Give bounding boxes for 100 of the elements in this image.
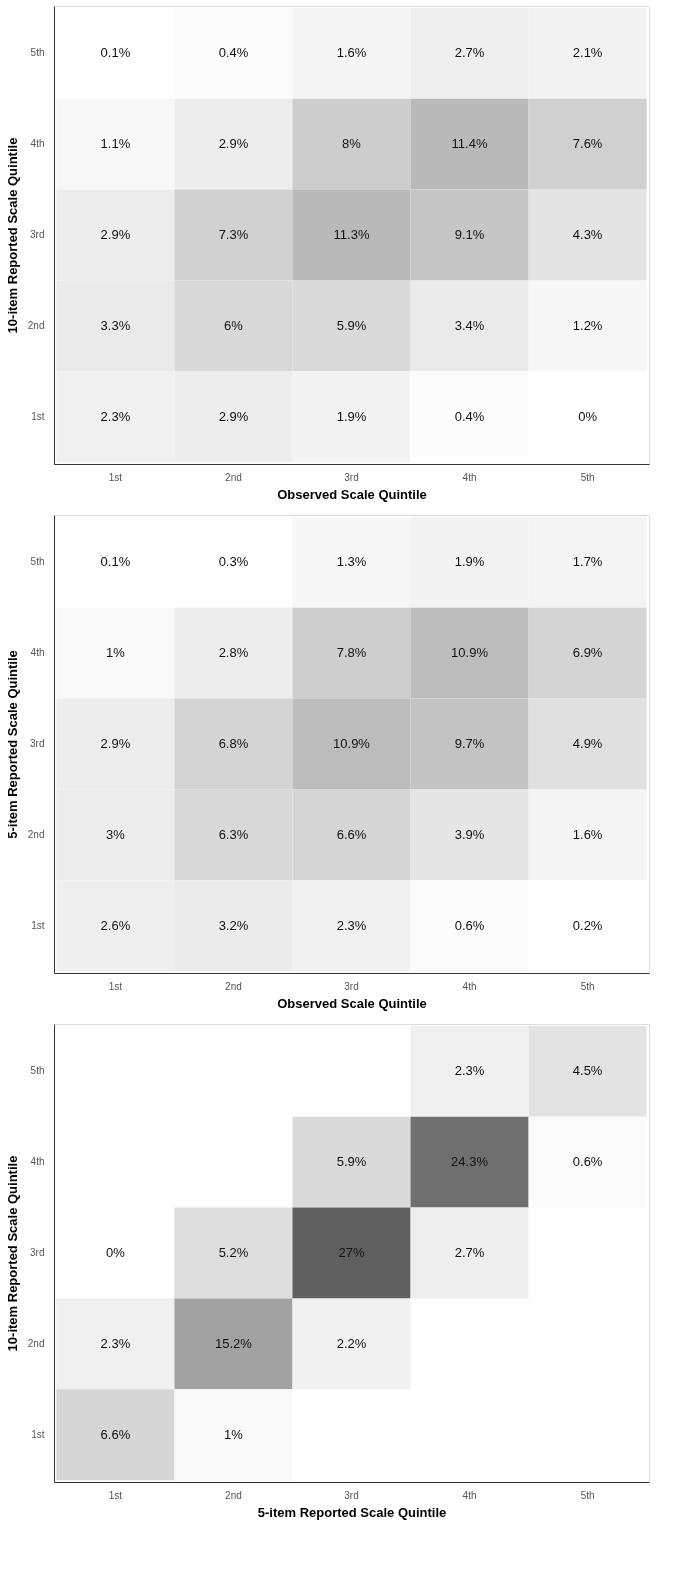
data-label: 1.9% (454, 554, 485, 570)
data-label: 3% (105, 826, 126, 842)
data-label: 3.3% (100, 317, 131, 333)
y-tick-label: 4th (30, 138, 45, 150)
data-label: 2.7% (454, 1245, 485, 1260)
x-tick-label: 2nd (225, 1489, 242, 1501)
data-label: 6.3% (218, 826, 249, 842)
x-tick-label: 2nd (225, 980, 242, 992)
data-label: 2.3% (100, 408, 131, 424)
x-tick-label: 4th (462, 980, 477, 992)
data-label: 0.3% (218, 554, 249, 570)
data-label: 2.9% (100, 736, 131, 751)
data-label: 9.7% (454, 736, 485, 751)
y-tick-label: 2nd (27, 319, 45, 331)
y-tick-label: 4th (30, 647, 45, 659)
x-tick-label: 2nd (225, 471, 242, 483)
data-label: 15.2% (215, 1335, 253, 1351)
data-label: 1% (224, 1426, 244, 1442)
y-tick-label: 2nd (27, 1337, 45, 1349)
data-label: 3.2% (218, 917, 249, 933)
data-label: 1.2% (572, 317, 603, 333)
data-label: 6.8% (218, 736, 249, 751)
data-label: 7.3% (218, 227, 249, 242)
data-label: 2.9% (218, 408, 249, 424)
y-axis-title: 5-item Reported Scale Quintile (4, 650, 20, 839)
data-label: 27% (338, 1245, 365, 1260)
data-label: 0.6% (572, 1154, 603, 1170)
data-label: 0.6% (454, 917, 485, 933)
x-tick-label: 4th (462, 1489, 477, 1501)
data-label: 0.1% (100, 45, 131, 61)
data-label: 7.6% (572, 136, 603, 152)
data-label: 1% (105, 645, 126, 661)
x-tick-label: 1st (108, 1489, 123, 1501)
data-label: 2.8% (218, 645, 249, 661)
data-label: 1.6% (572, 826, 603, 842)
data-label: 2.3% (336, 917, 367, 933)
data-label: 0% (105, 1245, 126, 1260)
data-label: 0.4% (218, 45, 249, 61)
data-label: 24.3% (451, 1154, 489, 1170)
data-label: 1.6% (336, 45, 367, 61)
x-tick-label: 5th (580, 980, 595, 992)
data-label: 6.9% (572, 645, 603, 661)
y-tick-label: 5th (30, 47, 45, 59)
x-tick-label: 1st (108, 471, 123, 483)
y-tick-label: 5th (30, 556, 45, 568)
data-label: 2.2% (336, 1335, 367, 1351)
x-tick-label: 3rd (344, 471, 359, 483)
x-tick-label: 1st (108, 980, 123, 992)
x-tick-label: 5th (580, 471, 595, 483)
x-tick-label: 3rd (344, 1489, 359, 1501)
data-label: 5.2% (218, 1245, 249, 1260)
data-label: 2.3% (100, 1335, 131, 1351)
data-label: 0% (578, 408, 598, 424)
data-label: 4.5% (572, 1063, 603, 1079)
x-tick-label: 4th (462, 471, 477, 483)
y-tick-label: 4th (30, 1156, 45, 1168)
data-label: 2.9% (218, 136, 249, 152)
data-label: 3.4% (454, 317, 485, 333)
data-label: 6.6% (100, 1426, 131, 1442)
x-axis-title: Observed Scale Quintile (277, 995, 427, 1011)
data-label: 0.4% (454, 408, 485, 424)
data-label: 1.7% (572, 554, 603, 570)
data-label: 0.1% (100, 554, 131, 570)
data-label: 2.9% (100, 227, 131, 242)
y-tick-label: 3rd (30, 229, 45, 240)
data-label: 0.2% (572, 917, 603, 933)
data-label: 2.7% (454, 45, 485, 61)
x-tick-label: 5th (580, 1489, 595, 1501)
x-tick-label: 3rd (344, 980, 359, 992)
data-label: 10.9% (451, 645, 489, 661)
y-tick-label: 1st (31, 410, 45, 422)
data-label: 1.9% (336, 408, 367, 424)
data-label: 4.9% (572, 736, 603, 751)
data-label: 7.8% (336, 645, 367, 661)
y-tick-label: 2nd (27, 828, 45, 840)
data-label: 5.9% (336, 1154, 367, 1170)
y-axis-title: 10-item Reported Scale Quintile (4, 137, 20, 334)
data-label: 5.9% (336, 317, 367, 333)
data-label: 2.1% (572, 45, 603, 61)
data-label: 6.6% (336, 826, 367, 842)
data-label: 10.9% (333, 736, 371, 751)
x-axis-title: 5-item Reported Scale Quintile (257, 1504, 447, 1520)
data-label: 11.4% (451, 136, 488, 152)
data-label: 11.3% (333, 227, 370, 242)
data-label: 3.9% (454, 826, 485, 842)
data-label: 8% (342, 136, 362, 152)
y-tick-label: 3rd (30, 738, 45, 749)
y-tick-label: 3rd (30, 1247, 45, 1258)
data-label: 2.6% (100, 917, 131, 933)
data-label: 4.3% (572, 227, 603, 242)
data-label: 6% (224, 317, 244, 333)
data-label: 1.3% (336, 554, 367, 570)
x-axis-title: Observed Scale Quintile (277, 486, 427, 502)
y-axis-title: 10-item Reported Scale Quintile (4, 1155, 20, 1352)
data-label: 1.1% (100, 136, 131, 152)
y-tick-label: 5th (30, 1065, 45, 1077)
data-label: 2.3% (454, 1063, 485, 1079)
data-label: 9.1% (454, 227, 485, 242)
y-tick-label: 1st (31, 919, 45, 931)
y-tick-label: 1st (31, 1428, 45, 1440)
